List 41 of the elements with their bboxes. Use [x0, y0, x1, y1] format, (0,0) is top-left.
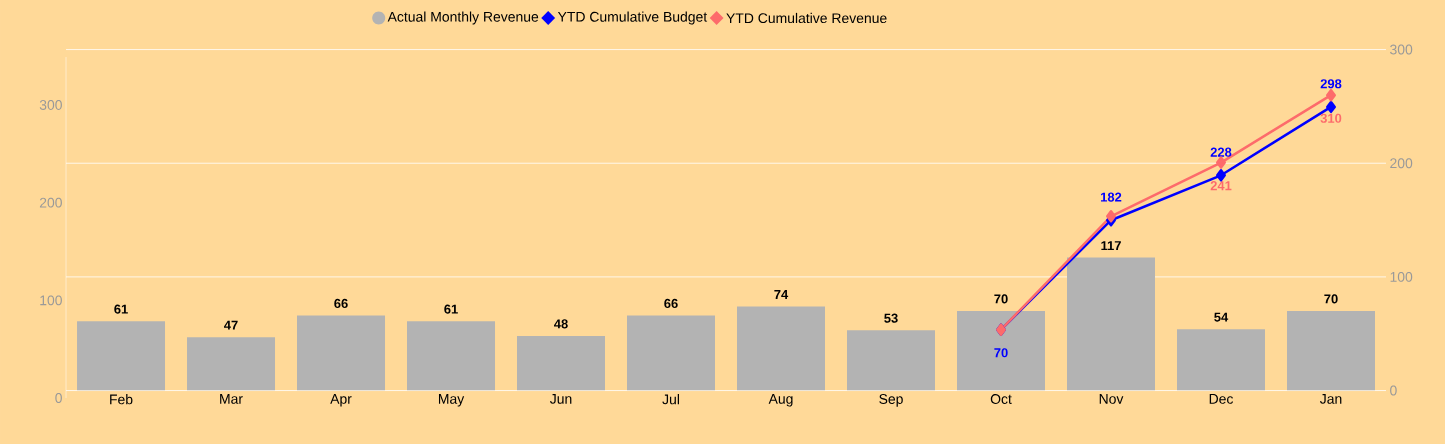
x-tick-label: Jul [662, 394, 679, 405]
data-label: 48 [554, 319, 568, 329]
y2-tick-label: 0 [1390, 385, 1397, 396]
legend-label: YTD Cumulative Revenue [726, 12, 887, 24]
data-label: 298 [1320, 79, 1342, 89]
data-label: 66 [664, 298, 678, 309]
y-tick-label: 200 [39, 197, 62, 208]
data-label: 310 [1320, 113, 1342, 123]
data-label: 61 [444, 304, 458, 314]
y-tick-label: 0 [55, 393, 62, 403]
y-tick-label: 300 [39, 99, 62, 110]
data-label: 228 [1210, 147, 1232, 157]
data-label: 66 [334, 298, 348, 309]
y2-tick-label: 300 [1390, 44, 1413, 55]
data-label: 47 [224, 320, 238, 330]
y-tick-label: 100 [40, 295, 62, 306]
data-label: 61 [114, 304, 128, 314]
x-tick-label: Sep [879, 394, 903, 407]
data-label: 117 [1101, 241, 1121, 251]
y2-tick-label: 100 [1390, 271, 1413, 282]
data-label: 70 [994, 294, 1008, 304]
x-tick-label: Nov [1099, 394, 1124, 404]
x-tick-label: Jan [1319, 394, 1342, 404]
x-tick-label: Dec [1209, 394, 1234, 404]
data-label: 70 [1324, 294, 1338, 304]
legend-label: Actual Monthly Revenue [387, 11, 539, 25]
x-tick-label: Jun [549, 394, 572, 404]
x-tick-label: Oct [990, 394, 1012, 404]
data-label: 182 [1101, 192, 1122, 202]
x-tick-label: May [438, 394, 465, 407]
data-label: 54 [1214, 312, 1229, 322]
y2-tick-label: 200 [1390, 158, 1413, 169]
x-tick-label: Aug [768, 394, 793, 407]
x-tick-label: Mar [220, 394, 243, 404]
legend-label: YTD Cumulative Budget [557, 11, 708, 25]
x-tick-label: Feb [110, 394, 133, 405]
data-label: 74 [774, 290, 789, 299]
data-label: 70 [994, 348, 1008, 358]
data-label: 53 [884, 313, 898, 323]
x-tick-label: Apr [330, 394, 352, 407]
data-label: 241 [1210, 181, 1232, 191]
